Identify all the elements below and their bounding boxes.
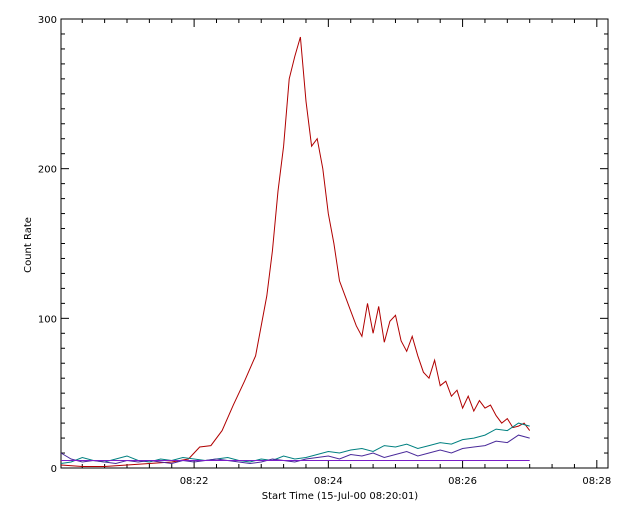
axis-ticks: 0 100 200 300 08:22 08:24 08:26 08:28: [38, 15, 611, 487]
plot-frame: [60, 18, 609, 469]
x-tick-label: 08:26: [448, 476, 477, 487]
series-line-2: [60, 422, 530, 464]
x-axis-title: Start Time (15-Jul-00 08:20:01): [262, 491, 419, 502]
series-line-3: [60, 434, 530, 465]
series-layer: [60, 36, 531, 467]
series-line-1: [60, 36, 531, 467]
y-tick-label: 300: [38, 15, 57, 26]
x-tick-label: 08:22: [180, 476, 209, 487]
y-tick-label: 100: [38, 314, 57, 325]
x-tick-label: 08:24: [314, 476, 343, 487]
y-axis-title: Count Rate: [23, 217, 34, 273]
y-tick-label: 200: [38, 165, 57, 176]
y-tick-label: 0: [51, 464, 57, 475]
x-tick-label: 08:28: [582, 476, 611, 487]
